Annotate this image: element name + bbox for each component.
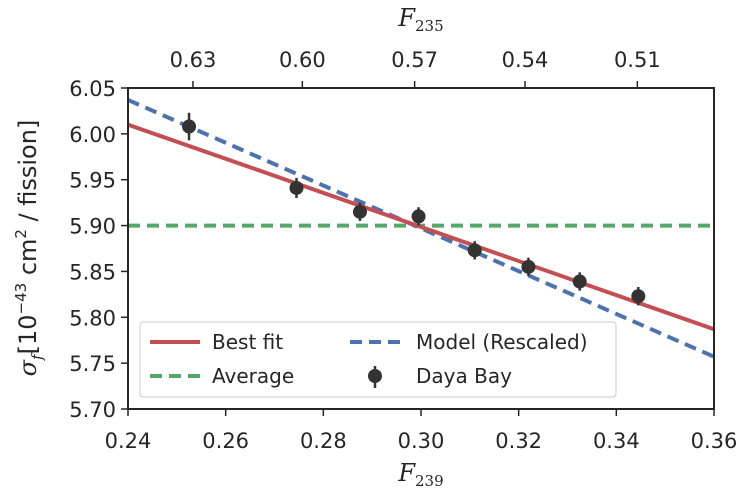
data-point [521,259,536,274]
legend-label-average: Average [212,364,294,388]
y-tick-label: 6.00 [69,123,116,147]
x-tick-label: 0.34 [593,429,640,453]
data-point [631,289,646,304]
legend-label-best-fit: Best fit [212,330,283,354]
x-tick-label: 0.24 [105,429,152,453]
y-tick-label: 6.05 [69,77,116,101]
y-axis-label: σf[10−43 cm2 / fission] [12,120,46,377]
top-x-axis-label: F235 [397,4,443,35]
y-tick-label: 5.70 [69,398,116,422]
legend-label-daya-bay: Daya Bay [416,364,512,388]
x-tick-label: 0.28 [300,429,347,453]
legend-box [139,321,617,398]
y-tick-label: 5.80 [69,306,116,330]
y-tick-label: 5.95 [69,169,116,193]
y-tick-label: 5.90 [69,215,116,239]
y-tick-label: 5.85 [69,260,116,284]
data-point [572,274,587,289]
data-point [182,119,197,134]
legend-swatch-daya-bay-marker [368,369,382,383]
data-point [289,180,304,195]
legend: Best fit Model (Rescaled) Average Daya B… [139,321,617,398]
top-x-tick-label: 0.51 [614,48,661,72]
x-tick-label: 0.30 [398,429,445,453]
series-line-model-rescaled [128,98,714,359]
top-x-tick-label: 0.63 [170,48,217,72]
x-tick-label: 0.36 [691,429,738,453]
x-tick-label: 0.26 [202,429,249,453]
x-axis-label: F239 [397,459,443,490]
series-line-best-fit [128,122,714,332]
x-tick-label: 0.32 [495,429,542,453]
data-point [352,204,367,219]
legend-label-model: Model (Rescaled) [416,330,588,354]
data-point [411,209,426,224]
top-x-tick-label: 0.57 [391,48,438,72]
top-x-tick-label: 0.54 [502,48,549,72]
y-tick-label: 5.75 [69,352,116,376]
data-point [467,243,482,258]
top-x-tick-label: 0.60 [279,48,326,72]
